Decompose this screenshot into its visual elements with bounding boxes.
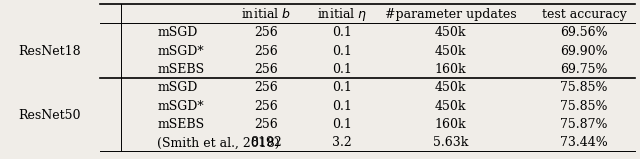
Text: 69.90%: 69.90%	[561, 45, 608, 58]
Text: 450k: 450k	[435, 26, 466, 39]
Text: (Smith et al., 2018): (Smith et al., 2018)	[157, 136, 280, 149]
Text: 0.1: 0.1	[332, 118, 352, 131]
Text: 256: 256	[254, 63, 278, 76]
Text: 5.63k: 5.63k	[433, 136, 468, 149]
Text: 160k: 160k	[435, 63, 467, 76]
Text: mSEBS: mSEBS	[157, 118, 205, 131]
Text: 0.1: 0.1	[332, 81, 352, 94]
Text: 0.1: 0.1	[332, 63, 352, 76]
Text: 0.1: 0.1	[332, 26, 352, 39]
Text: 160k: 160k	[435, 118, 467, 131]
Text: mSGD*: mSGD*	[157, 100, 204, 113]
Text: mSEBS: mSEBS	[157, 63, 205, 76]
Text: ResNet18: ResNet18	[18, 45, 81, 58]
Text: 256: 256	[254, 45, 278, 58]
Text: 450k: 450k	[435, 100, 466, 113]
Text: ResNet50: ResNet50	[18, 109, 81, 122]
Text: 8192: 8192	[250, 136, 282, 149]
Text: mSGD: mSGD	[157, 81, 198, 94]
Text: 256: 256	[254, 118, 278, 131]
Text: 256: 256	[254, 81, 278, 94]
Text: 256: 256	[254, 100, 278, 113]
Text: 3.2: 3.2	[332, 136, 352, 149]
Text: test accuracy: test accuracy	[541, 8, 627, 21]
Text: initial $\eta$: initial $\eta$	[317, 6, 367, 23]
Text: mSGD: mSGD	[157, 26, 198, 39]
Text: mSGD*: mSGD*	[157, 45, 204, 58]
Text: 450k: 450k	[435, 81, 466, 94]
Text: 450k: 450k	[435, 45, 466, 58]
Text: 75.85%: 75.85%	[561, 81, 608, 94]
Text: 0.1: 0.1	[332, 100, 352, 113]
Text: initial $b$: initial $b$	[241, 7, 291, 21]
Text: 256: 256	[254, 26, 278, 39]
Text: #parameter updates: #parameter updates	[385, 8, 516, 21]
Text: 69.56%: 69.56%	[561, 26, 608, 39]
Text: 73.44%: 73.44%	[560, 136, 608, 149]
Text: 69.75%: 69.75%	[561, 63, 608, 76]
Text: 75.87%: 75.87%	[561, 118, 608, 131]
Text: 0.1: 0.1	[332, 45, 352, 58]
Text: 75.85%: 75.85%	[561, 100, 608, 113]
